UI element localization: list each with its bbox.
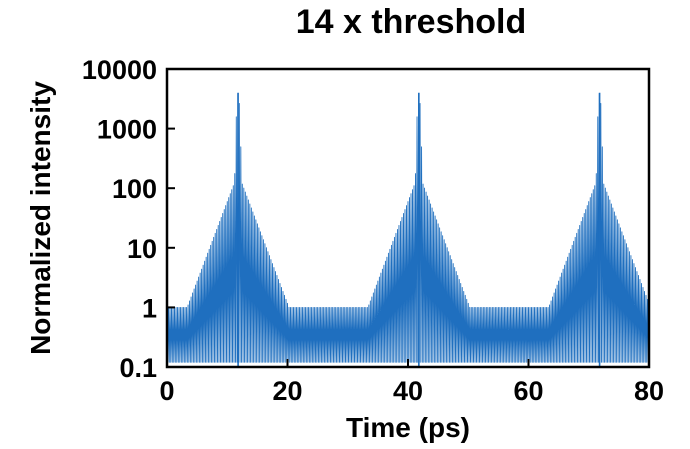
y-tick-label: 1000	[97, 115, 157, 145]
y-tick-label: 100	[112, 174, 157, 204]
y-tick-label: 0.1	[119, 353, 157, 383]
y-axis: 0.1 1 10 100 1000 10000	[82, 55, 175, 383]
x-tick-label: 80	[634, 376, 664, 406]
y-tick-label: 10	[127, 234, 157, 264]
chart-title: 14 x threshold	[296, 3, 527, 41]
y-tick-label: 10000	[82, 55, 157, 85]
x-tick-label: 20	[272, 376, 302, 406]
series-1	[166, 92, 650, 367]
plot-area	[165, 67, 651, 369]
x-tick-label: 40	[393, 376, 423, 406]
y-tick-label: 1	[142, 293, 157, 323]
y-axis-label: Normalized intensity	[25, 81, 56, 355]
series-line	[166, 92, 650, 363]
x-axis: 0 20 40 60 80	[159, 359, 664, 406]
x-tick-label: 0	[159, 376, 174, 406]
x-axis-label: Time (ps)	[346, 412, 470, 443]
x-tick-label: 60	[513, 376, 543, 406]
